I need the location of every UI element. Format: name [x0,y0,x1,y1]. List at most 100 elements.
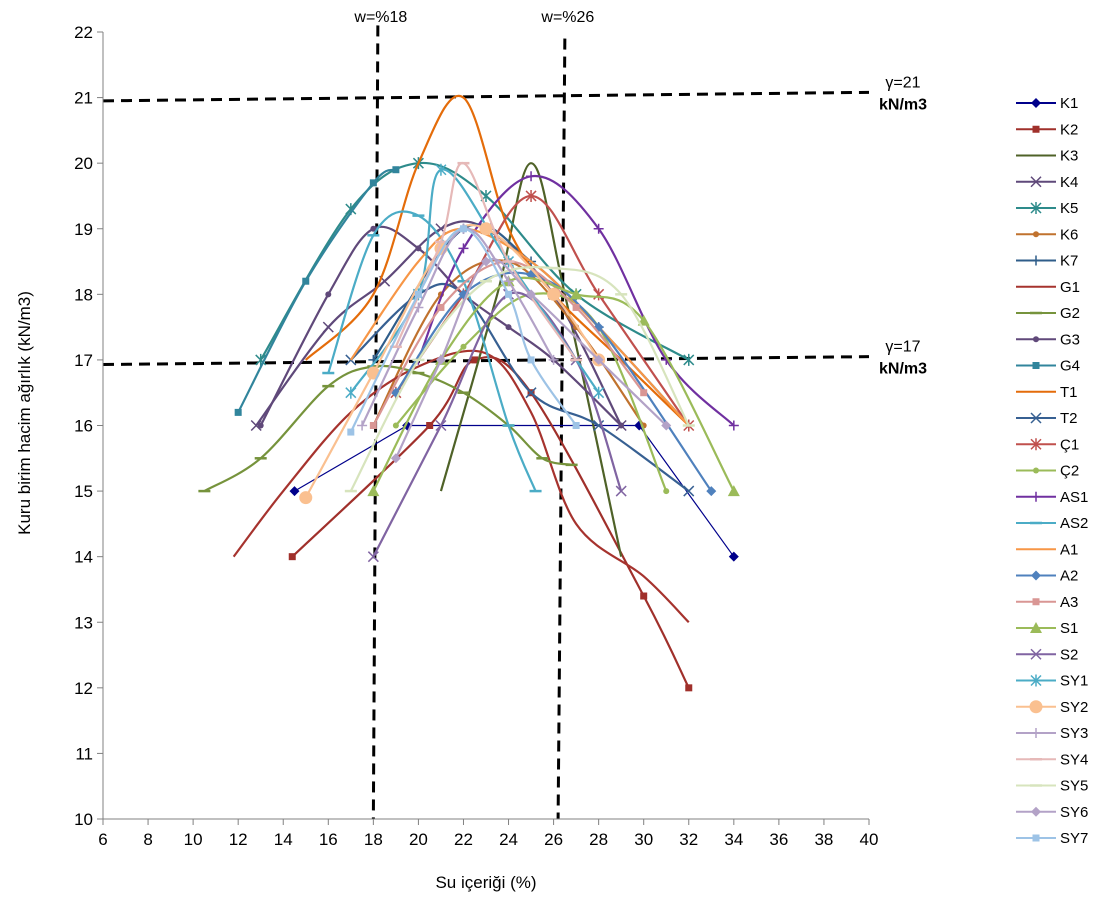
reference-line-label: w=%18 [353,9,407,26]
data-point [415,245,422,252]
y-tick-label: 12 [74,679,93,698]
data-point [426,422,434,429]
x-tick-label: 34 [724,830,743,849]
x-tick-label: 10 [184,830,203,849]
reference-line-label: γ=21 [885,74,920,91]
legend-item-k4: K4 [1016,174,1078,191]
legend-item-g3: G3 [1016,331,1080,348]
data-point [525,387,537,399]
legend-item-k5: K5 [1016,200,1078,217]
data-point [392,166,400,174]
data-point [435,163,447,176]
legend-item-a1: A1 [1016,541,1078,558]
legend-marker [1031,806,1041,817]
data-point [289,486,300,497]
legend-item-k2: K2 [1016,121,1078,138]
reference-lines: w=%18 w=%26 γ=21 kN/m3 γ=17 kN/m3 [102,9,927,820]
x-tick-label: 38 [814,830,833,849]
data-point [299,491,313,505]
x-tick-label: 26 [544,830,563,849]
legend-label: A1 [1060,541,1078,558]
data-point [572,422,580,429]
data-point [413,302,424,313]
series-layer [198,94,740,692]
series-line [394,271,713,492]
legend-marker [1030,438,1042,451]
x-tick-label: 24 [499,830,518,849]
data-point [593,223,604,234]
data-point [548,354,559,365]
legend-label: Ç1 [1060,436,1079,453]
reference-line-path [102,90,870,103]
legend-label: SY2 [1060,699,1088,716]
data-point [640,389,648,397]
legend-label: K6 [1060,226,1078,243]
data-point [593,354,604,365]
series-line [349,266,690,492]
x-axis-title: Su içeriği (%) [435,873,536,892]
series-sy6 [390,256,672,464]
legend-label: K3 [1060,148,1078,165]
data-point [325,291,332,298]
reference-line-label: γ=17 [885,339,920,356]
legend-marker [1033,231,1039,238]
y-tick-label: 13 [74,613,93,632]
legend-label: K2 [1060,121,1078,138]
series-g2 [198,364,578,493]
data-point [471,356,479,364]
y-tick-label: 15 [74,482,93,501]
x-tick-label: 14 [274,830,293,849]
data-point [435,354,446,365]
data-point [685,684,693,692]
x-tick-label: 22 [454,830,473,849]
legend-item-g1: G1 [1016,279,1080,296]
data-point [345,386,357,399]
reference-line-path [102,355,870,367]
data-point [367,485,380,497]
legend-label: AS1 [1060,489,1088,506]
data-point [503,276,514,287]
reference-line-4: γ=17 kN/m3 [102,339,927,378]
reference-line-label: w=%26 [540,9,594,26]
reference-line-3: γ=21 kN/m3 [102,74,927,113]
data-point [527,356,535,364]
x-tick-label: 8 [143,830,152,849]
y-tick-label: 22 [74,23,93,42]
legend-item-k3: K3 [1016,148,1078,165]
legend-marker [1030,412,1042,424]
data-point [618,422,625,429]
data-point [706,486,717,497]
series-line [394,258,668,459]
x-tick-label: 6 [98,830,107,849]
legend-item-a3: A3 [1016,594,1078,611]
data-point [505,290,513,298]
reference-line-path [556,38,567,820]
legend-item-c2: Ç2 [1016,463,1079,480]
data-point [302,277,310,285]
data-point [257,422,264,429]
legend-item-a2: A2 [1016,568,1078,585]
reference-line-label: kN/m3 [879,96,927,113]
legend-label: SY3 [1060,725,1088,742]
legend-marker [1033,336,1039,343]
legend-marker [1032,834,1040,842]
data-point [683,485,695,497]
data-point [357,420,368,431]
series-line [350,282,690,492]
legend-marker [1029,700,1043,714]
legend-item-sy1: SY1 [1016,673,1088,690]
x-tick-label: 12 [229,830,248,849]
data-point [234,408,242,416]
legend-item-k6: K6 [1016,226,1078,243]
legend-item-sy4: SY4 [1016,751,1088,768]
reference-line-2: w=%26 [540,9,594,820]
y-axis-title: Kuru birim hacim ağırlık (kN/m3) [15,291,34,535]
legend-item-g2: G2 [1016,305,1080,322]
legend-label: T2 [1060,410,1078,427]
legend-label: K5 [1060,200,1078,217]
data-point [663,488,670,495]
legend-marker [1030,648,1042,660]
series-sy7 [347,225,580,436]
legend-label: K1 [1060,95,1078,112]
